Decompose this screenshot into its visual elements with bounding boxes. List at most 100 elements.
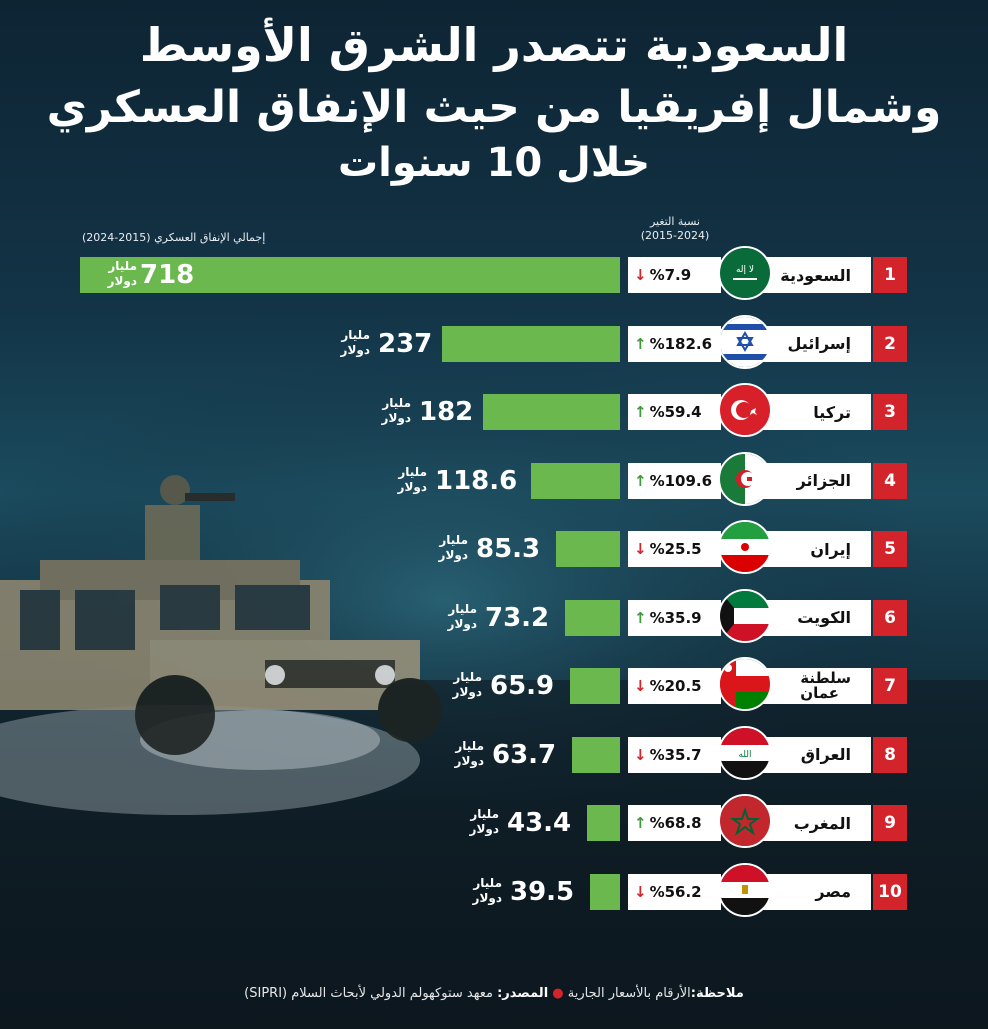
value-label: 237 xyxy=(378,328,433,359)
bar-row: 43.4 مليار دولار ↑ %68.8 المغرب 9 xyxy=(0,794,988,848)
bar-row: 85.3 مليار دولار ↓ %25.5 إيران 5 xyxy=(0,520,988,574)
country-name: المغرب xyxy=(793,813,851,833)
rank-badge: 1 xyxy=(873,257,907,293)
rank-badge: 2 xyxy=(873,325,907,362)
change-box: ↓ %7.9 xyxy=(628,257,721,293)
name-box: الكويت xyxy=(760,599,871,636)
up-arrow-icon: ↑ xyxy=(634,608,647,627)
name-box: السعودية xyxy=(760,257,871,293)
bar-row: 237 مليار دولار ↑ %182.6 إسرائيل 2 xyxy=(0,314,988,369)
value-label: 39.5 xyxy=(510,876,575,907)
country-name: الكويت xyxy=(797,608,851,627)
down-arrow-icon: ↓ xyxy=(634,882,647,901)
country-name: الجزائر xyxy=(796,471,851,490)
bar xyxy=(483,394,620,430)
svg-text:الله: الله xyxy=(738,750,751,760)
bar xyxy=(531,462,620,499)
rank-badge: 4 xyxy=(873,462,907,499)
unit-label: مليار دولار xyxy=(340,327,370,357)
change-value: ↓ %25.5 xyxy=(634,540,702,558)
country-name: تركيا xyxy=(813,402,851,422)
down-arrow-icon: ↓ xyxy=(634,540,647,558)
value-label: 118.6 xyxy=(435,465,518,496)
change-box: ↓ %35.7 xyxy=(628,736,721,773)
footer-note-text: الأرقام بالأسعار الجارية xyxy=(567,986,691,1001)
value-label: 63.7 xyxy=(492,739,557,770)
name-box: إيران xyxy=(760,531,871,567)
total-header: إجمالي الإنفاق العسكري (2015-2024) xyxy=(82,231,266,244)
up-arrow-icon: ↑ xyxy=(634,334,647,353)
bar-row: 39.5 مليار دولار ↓ %56.2 مصر 10 xyxy=(0,862,988,917)
up-arrow-icon: ↑ xyxy=(634,814,647,832)
oman-flag-icon xyxy=(718,657,772,711)
unit-label: مليار دولار xyxy=(472,875,502,905)
footer-source-text: معهد ستوكهولم الدولي لأبحاث السلام (SIPR… xyxy=(244,986,493,1001)
bar xyxy=(572,736,620,773)
rank-badge: 3 xyxy=(873,394,907,430)
egypt-flag-icon xyxy=(718,862,772,917)
country-name: إيران xyxy=(810,539,851,559)
bar-row: 718 مليار دولار ↓ %7.9 السعودية ﻻ إله 1 xyxy=(0,246,988,300)
change-value: ↑ %109.6 xyxy=(634,471,713,490)
bar xyxy=(570,668,620,704)
name-box: إسرائيل xyxy=(760,325,871,362)
bar xyxy=(590,873,620,910)
value-label: 43.4 xyxy=(507,808,572,838)
value-label: 718 xyxy=(140,260,195,290)
rank-badge: 10 xyxy=(873,873,907,910)
footer-dot: ● xyxy=(552,986,564,1001)
bar-row: 73.2 مليار دولار ↑ %35.9 الكويت 6 xyxy=(0,588,988,643)
value-label: 85.3 xyxy=(476,534,541,564)
bar-row: 182 مليار دولار ↑ %59.4 تركيا 3 xyxy=(0,383,988,437)
rank-badge: 5 xyxy=(873,531,907,567)
change-value: ↓ %56.2 xyxy=(634,882,702,901)
change-header: نسبة التغير (2015-2024) xyxy=(630,215,720,243)
bar xyxy=(587,805,620,841)
bar-row: 118.6 مليار دولار ↑ %109.6 الجزائر 4 xyxy=(0,451,988,506)
rank-badge: 8 xyxy=(873,736,907,773)
rank-badge: 9 xyxy=(873,805,907,841)
change-value: ↑ %35.9 xyxy=(634,608,702,627)
footer-source-label: المصدر: xyxy=(497,986,549,1001)
country-name: العراق xyxy=(800,745,851,764)
unit-label: مليار دولار xyxy=(107,259,137,288)
up-arrow-icon: ↑ xyxy=(634,403,647,421)
change-box: ↑ %182.6 xyxy=(628,325,721,362)
footer-note-label: ملاحظة: xyxy=(690,986,744,1001)
bar xyxy=(80,257,620,293)
unit-label: مليار دولار xyxy=(454,738,484,768)
country-name: السعودية xyxy=(780,265,851,285)
change-label: نسبة التغير xyxy=(649,215,700,228)
value-label: 182 xyxy=(419,397,474,427)
kuwait-flag-icon xyxy=(718,588,772,643)
name-box: سلطنة عمان xyxy=(760,668,871,704)
change-box: ↑ %68.8 xyxy=(628,805,721,841)
saudi-flag-icon: ﻻ إله xyxy=(718,246,772,300)
name-box: العراق xyxy=(760,736,871,773)
israel-flag-icon xyxy=(718,314,772,369)
country-name: مصر xyxy=(815,882,851,901)
iran-flag-icon xyxy=(718,520,772,574)
value-label: 73.2 xyxy=(485,602,550,633)
change-value: ↑ %182.6 xyxy=(634,334,713,353)
rank-badge: 6 xyxy=(873,599,907,636)
unit-label: مليار دولار xyxy=(447,601,477,631)
svg-text:ﻻ إله: ﻻ إله xyxy=(736,265,754,275)
unit-label: مليار دولار xyxy=(397,464,427,494)
down-arrow-icon: ↓ xyxy=(634,745,647,764)
change-box: ↓ %25.5 xyxy=(628,531,721,567)
name-box: تركيا xyxy=(760,394,871,430)
down-arrow-icon: ↓ xyxy=(634,266,647,284)
name-box: مصر xyxy=(760,873,871,910)
footer: ملاحظة:الأرقام بالأسعار الجارية ● المصدر… xyxy=(0,986,988,1001)
change-box: ↓ %20.5 xyxy=(628,668,721,704)
turkey-flag-icon xyxy=(718,383,772,437)
country-name: سلطنة عمان xyxy=(800,669,851,702)
iraq-flag-icon: الله xyxy=(718,725,772,780)
change-value: ↑ %59.4 xyxy=(634,403,702,421)
morocco-flag-icon xyxy=(718,794,772,848)
change-box: ↑ %35.9 xyxy=(628,599,721,636)
unit-label: مليار دولار xyxy=(381,396,411,425)
change-period: (2015-2024) xyxy=(640,229,710,242)
bar-row: 63.7 مليار دولار ↓ %35.7 العراق الله 8 xyxy=(0,725,988,780)
